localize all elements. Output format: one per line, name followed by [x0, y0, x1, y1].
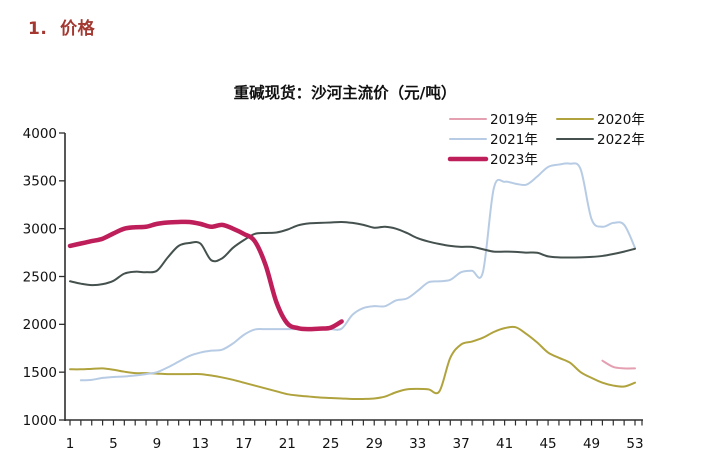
legend-item-2023年: 2023年 — [447, 152, 538, 168]
series-line-2020年 — [69, 325, 636, 401]
x-axis-label: 9 — [153, 436, 162, 452]
section-title: 1. 价格 — [28, 19, 96, 39]
x-axis-label: 33 — [409, 436, 426, 452]
x-axis-label: 49 — [583, 436, 600, 452]
x-axis-label: 13 — [192, 436, 209, 452]
x-axis-label: 37 — [453, 436, 470, 452]
x-axis-label: 41 — [496, 436, 513, 452]
series-line-2022年 — [69, 220, 636, 287]
y-axis-label: 3000 — [23, 221, 57, 237]
y-axis-label: 1000 — [23, 413, 57, 429]
x-axis-label: 1 — [66, 436, 75, 452]
legend-item-2019年: 2019年 — [449, 112, 538, 128]
y-axis-label: 2000 — [23, 317, 57, 333]
legend-label: 2019年 — [490, 112, 538, 128]
x-axis-label: 17 — [235, 436, 252, 452]
y-axis-label: 4000 — [23, 126, 57, 142]
x-axis-label: 25 — [322, 436, 339, 452]
chart-title: 重碱现货：沙河主流价（元/吨） — [234, 83, 457, 102]
x-axis-label: 53 — [626, 436, 643, 452]
x-axis-label: 29 — [366, 436, 383, 452]
series-lines — [67, 162, 636, 401]
legend-label: 2023年 — [490, 152, 538, 168]
y-axis-label: 2500 — [23, 269, 57, 285]
legend-item-2022年: 2022年 — [556, 132, 645, 148]
series-line-2019年 — [601, 359, 636, 370]
y-axis-label: 3500 — [23, 174, 57, 190]
legend: 2019年 2020年 2021年 2022年 2023年 — [447, 112, 645, 168]
series-line-2021年 — [79, 162, 636, 382]
y-axis-label: 1500 — [23, 365, 57, 381]
legend-label: 2022年 — [597, 132, 645, 148]
axes: 1000 1500 2000 2500 3000 3500 4000 1 5 9 13 17 21 25 2… — [23, 126, 644, 452]
x-axis-label: 21 — [279, 436, 296, 452]
legend-item-2021年: 2021年 — [449, 132, 538, 148]
x-axis-label: 5 — [109, 436, 118, 452]
legend-label: 2020年 — [597, 112, 645, 128]
series-line-2023年 — [67, 219, 344, 332]
x-axis-label: 45 — [539, 436, 556, 452]
legend-item-2020年: 2020年 — [556, 112, 645, 128]
legend-label: 2021年 — [490, 132, 538, 148]
